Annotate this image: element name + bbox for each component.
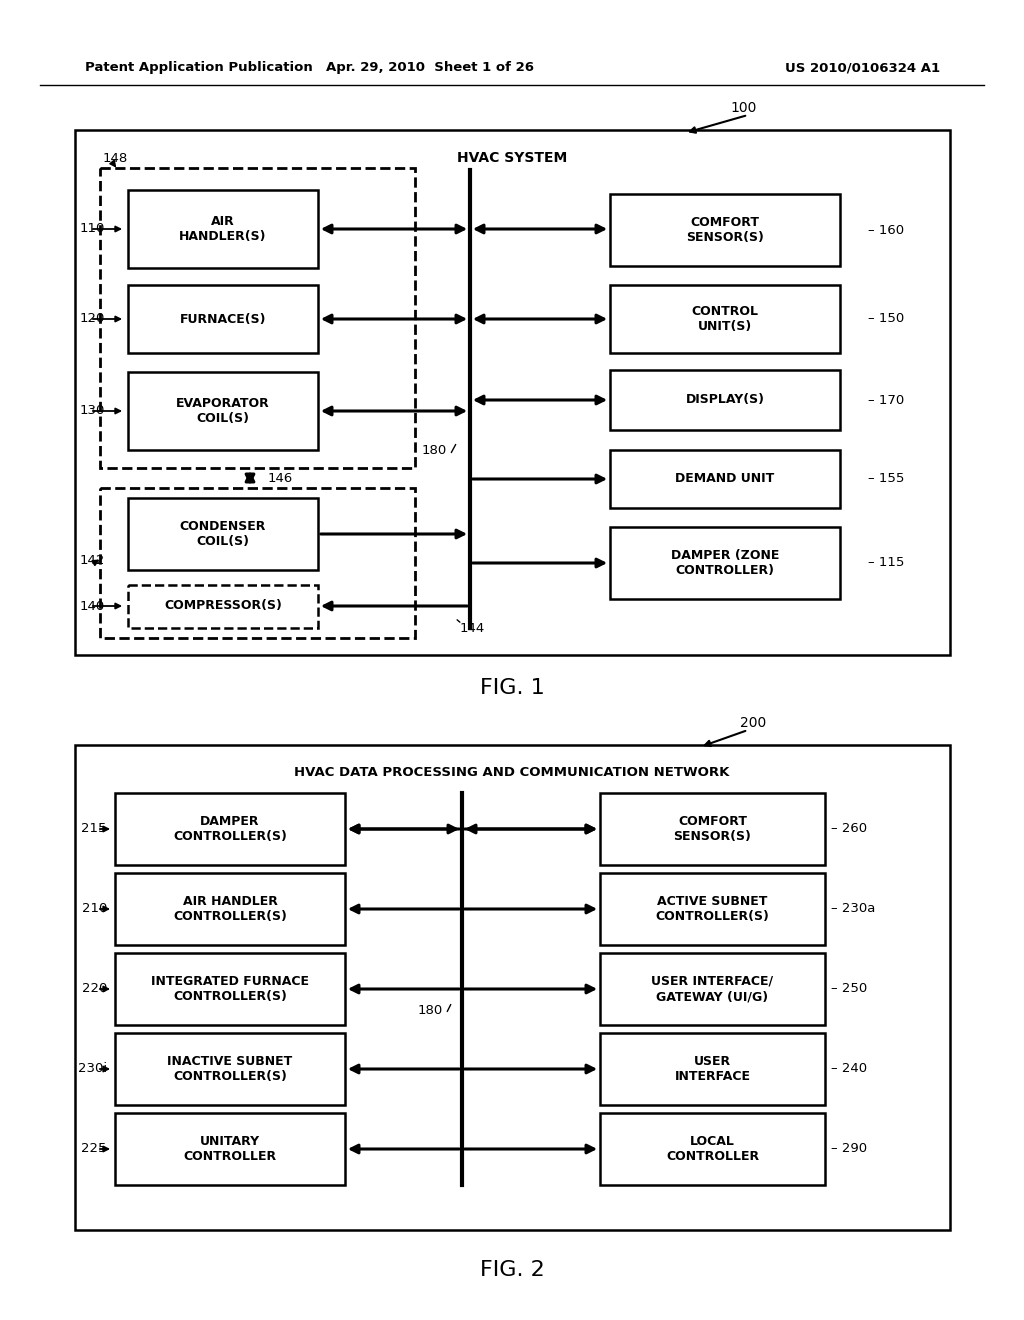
Text: – 250: – 250 (831, 982, 867, 995)
Bar (610, 194, 840, 267)
Text: 146: 146 (268, 471, 293, 484)
Bar (115, 1113, 345, 1185)
Bar (610, 450, 840, 508)
Text: CONDENSER
COIL(S): CONDENSER COIL(S) (180, 520, 266, 548)
Bar (128, 498, 318, 570)
Bar (610, 285, 840, 352)
Bar (75, 129, 950, 655)
Text: 200: 200 (740, 715, 766, 730)
Text: – 290: – 290 (831, 1143, 867, 1155)
Text: 140: 140 (80, 599, 105, 612)
Text: 144: 144 (460, 622, 485, 635)
Text: 180: 180 (418, 1003, 443, 1016)
Bar (115, 953, 345, 1026)
Text: AIR
HANDLER(S): AIR HANDLER(S) (179, 215, 266, 243)
Text: HVAC SYSTEM: HVAC SYSTEM (457, 150, 567, 165)
Bar (100, 488, 415, 638)
Bar (610, 370, 840, 430)
Text: DISPLAY(S): DISPLAY(S) (685, 393, 765, 407)
Text: US 2010/0106324 A1: US 2010/0106324 A1 (784, 62, 940, 74)
Text: Apr. 29, 2010  Sheet 1 of 26: Apr. 29, 2010 Sheet 1 of 26 (326, 62, 534, 74)
Bar (600, 953, 825, 1026)
Bar (600, 873, 825, 945)
Text: Patent Application Publication: Patent Application Publication (85, 62, 312, 74)
Text: COMFORT
SENSOR(S): COMFORT SENSOR(S) (674, 814, 752, 843)
Text: COMFORT
SENSOR(S): COMFORT SENSOR(S) (686, 216, 764, 244)
Text: CONTROL
UNIT(S): CONTROL UNIT(S) (691, 305, 759, 333)
Text: 180: 180 (422, 444, 447, 457)
Text: FIG. 1: FIG. 1 (479, 678, 545, 698)
Bar (75, 744, 950, 1230)
Bar (600, 1034, 825, 1105)
Text: UNITARY
CONTROLLER: UNITARY CONTROLLER (183, 1135, 276, 1163)
Text: – 230a: – 230a (831, 903, 876, 916)
Text: USER INTERFACE/
GATEWAY (UI/G): USER INTERFACE/ GATEWAY (UI/G) (651, 975, 773, 1003)
Text: – 170: – 170 (868, 393, 904, 407)
Text: DAMPER
CONTROLLER(S): DAMPER CONTROLLER(S) (173, 814, 287, 843)
Bar (128, 285, 318, 352)
Bar (610, 527, 840, 599)
Text: LOCAL
CONTROLLER: LOCAL CONTROLLER (666, 1135, 759, 1163)
Text: 100: 100 (730, 102, 757, 115)
Bar (115, 793, 345, 865)
Text: AIR HANDLER
CONTROLLER(S): AIR HANDLER CONTROLLER(S) (173, 895, 287, 923)
Text: DEMAND UNIT: DEMAND UNIT (676, 473, 774, 486)
Text: – 160: – 160 (868, 223, 904, 236)
Text: FURNACE(S): FURNACE(S) (180, 313, 266, 326)
Bar (115, 1034, 345, 1105)
Text: – 150: – 150 (868, 313, 904, 326)
Bar (600, 793, 825, 865)
Text: 110: 110 (80, 223, 105, 235)
Bar (128, 585, 318, 628)
Text: FIG. 2: FIG. 2 (479, 1261, 545, 1280)
Text: 210: 210 (82, 903, 106, 916)
Bar (100, 168, 415, 469)
Text: 230i: 230i (78, 1063, 106, 1076)
Text: USER
INTERFACE: USER INTERFACE (675, 1055, 751, 1082)
Bar (115, 873, 345, 945)
Text: 142: 142 (80, 553, 105, 566)
Text: 130: 130 (80, 404, 105, 417)
Bar (128, 190, 318, 268)
Text: EVAPORATOR
COIL(S): EVAPORATOR COIL(S) (176, 397, 270, 425)
Text: INACTIVE SUBNET
CONTROLLER(S): INACTIVE SUBNET CONTROLLER(S) (167, 1055, 293, 1082)
Text: 215: 215 (82, 822, 106, 836)
Text: HVAC DATA PROCESSING AND COMMUNICATION NETWORK: HVAC DATA PROCESSING AND COMMUNICATION N… (294, 767, 730, 780)
Text: 225: 225 (82, 1143, 106, 1155)
Text: – 155: – 155 (868, 473, 904, 486)
Bar (600, 1113, 825, 1185)
Text: 220: 220 (82, 982, 106, 995)
Text: – 240: – 240 (831, 1063, 867, 1076)
Text: – 260: – 260 (831, 822, 867, 836)
Text: DAMPER (ZONE
CONTROLLER): DAMPER (ZONE CONTROLLER) (671, 549, 779, 577)
Text: ACTIVE SUBNET
CONTROLLER(S): ACTIVE SUBNET CONTROLLER(S) (655, 895, 769, 923)
Text: COMPRESSOR(S): COMPRESSOR(S) (164, 599, 282, 612)
Text: – 115: – 115 (868, 557, 904, 569)
Bar (128, 372, 318, 450)
Text: 148: 148 (103, 152, 128, 165)
Text: 120: 120 (80, 313, 105, 326)
Text: INTEGRATED FURNACE
CONTROLLER(S): INTEGRATED FURNACE CONTROLLER(S) (151, 975, 309, 1003)
